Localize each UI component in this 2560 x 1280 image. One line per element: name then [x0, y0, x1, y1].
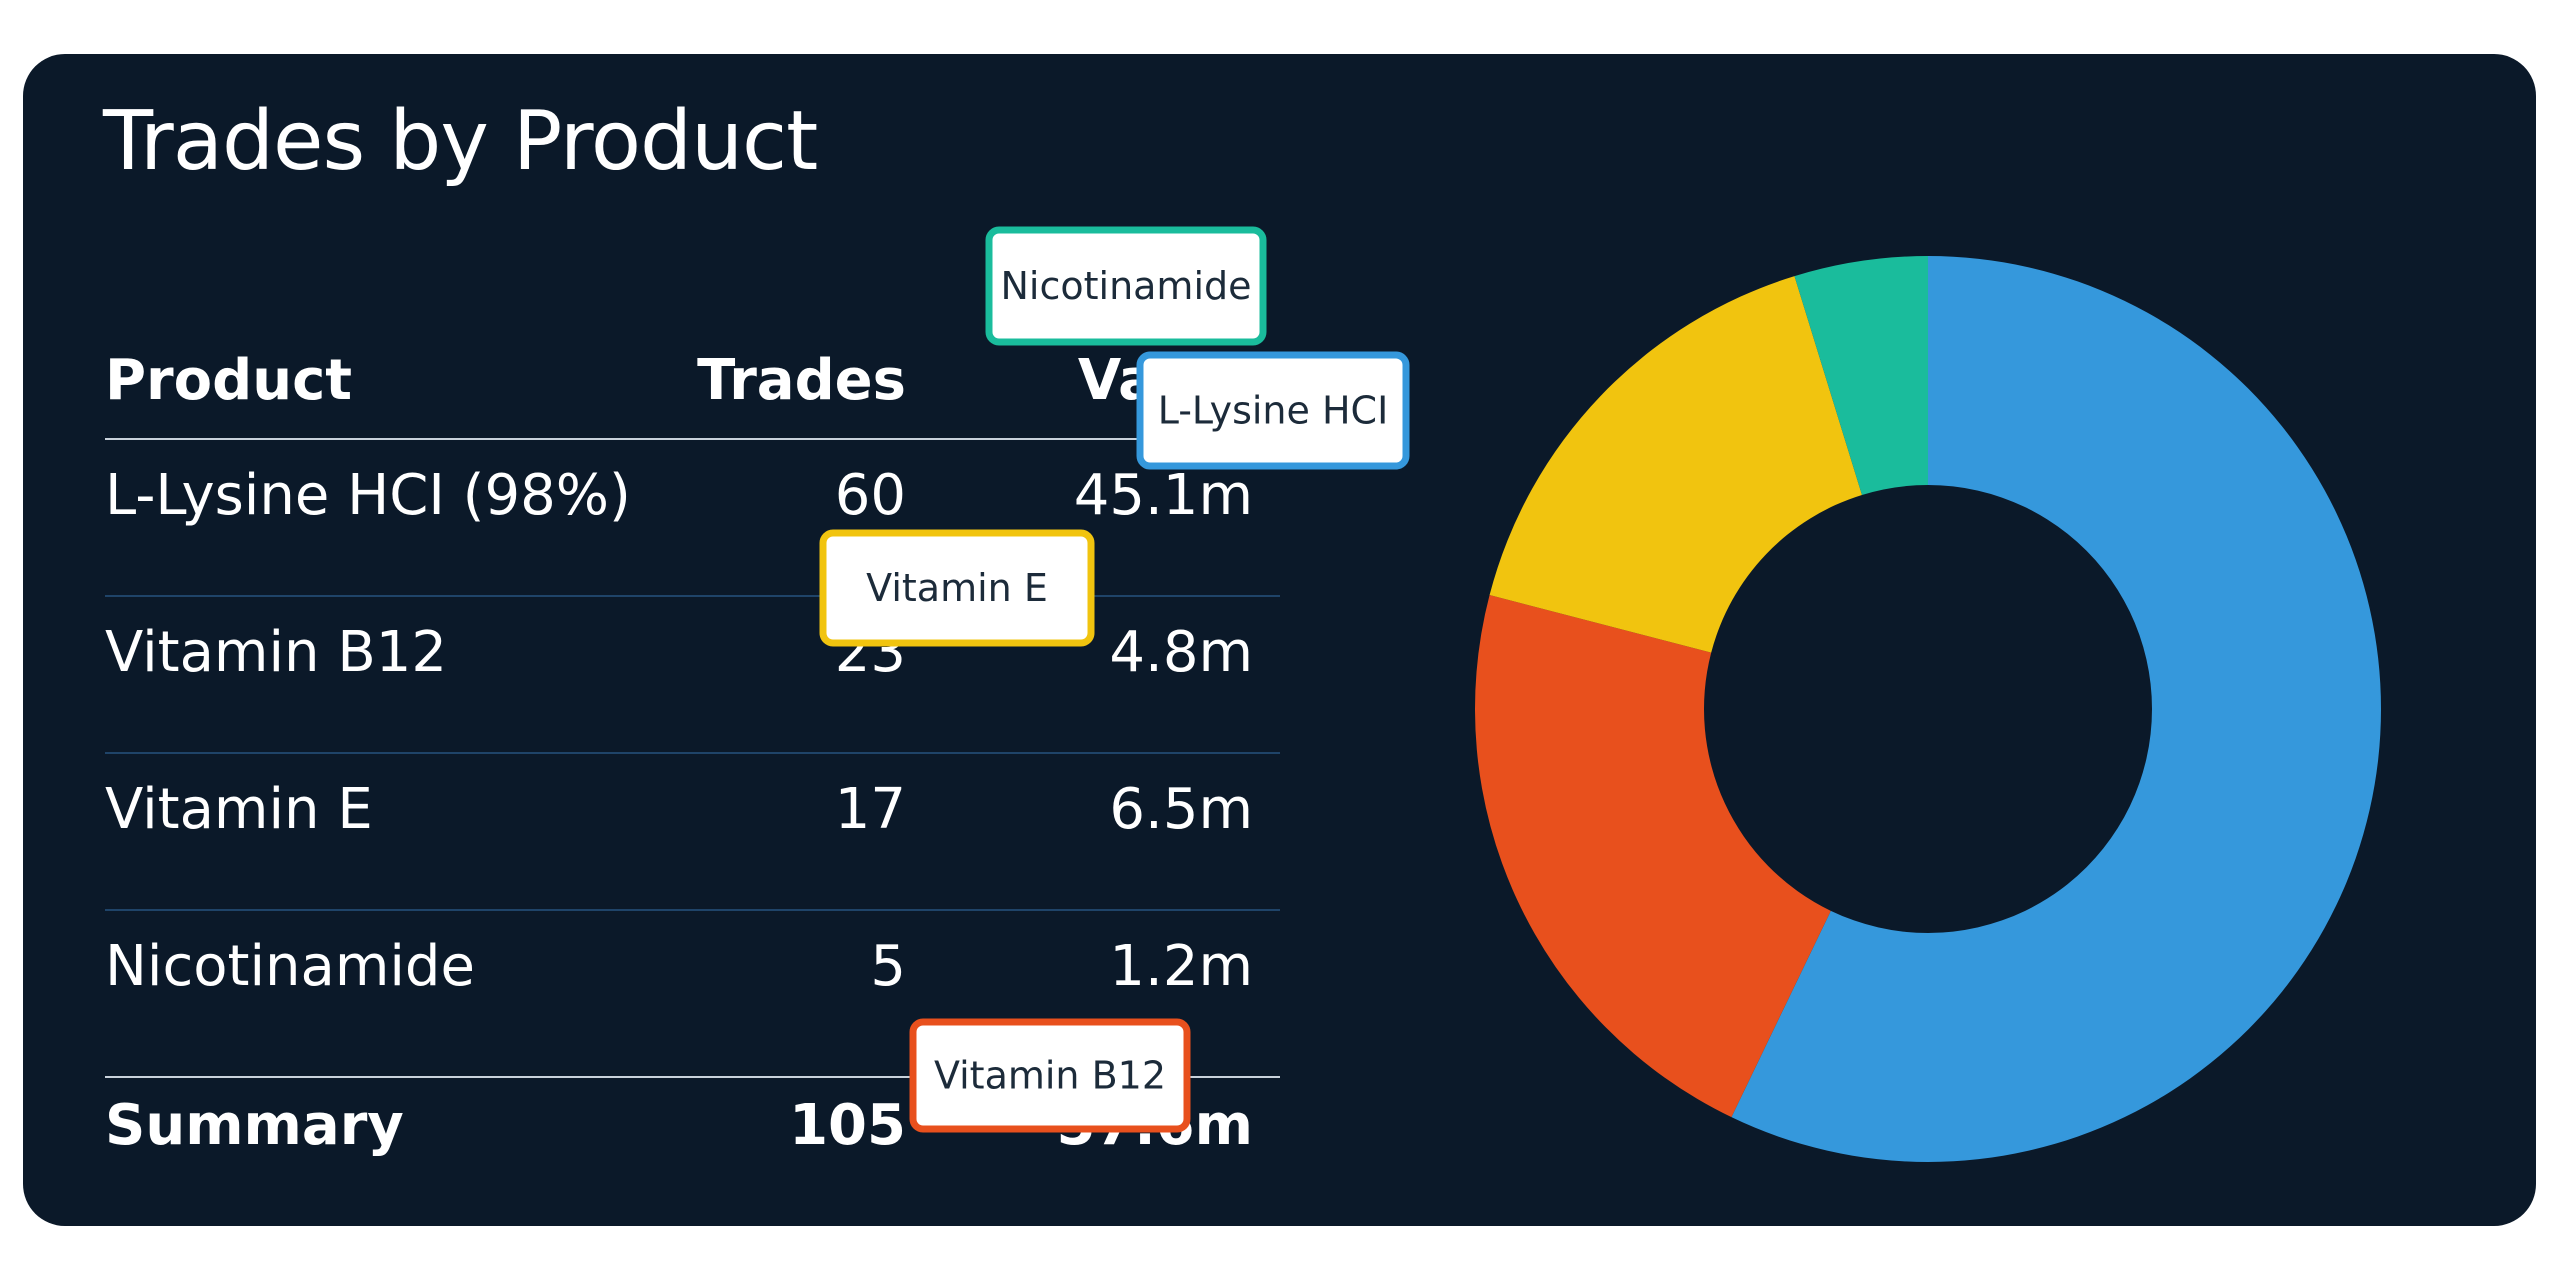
page-title: Trades by Product: [103, 94, 818, 189]
slice-label-box: [1136, 351, 1410, 470]
cell-product: Vitamin B12: [105, 620, 447, 685]
slice-label-text: Vitamin E: [866, 566, 1048, 610]
cell-trades: 5: [870, 934, 906, 999]
slice-label-text: Nicotinamide: [1000, 264, 1251, 308]
slice-label-box: [985, 226, 1267, 346]
cell-value: 6.5m: [1109, 777, 1253, 842]
donut-labels: L-Lysine HCI Vitamin B12 Vitamin E Nicotina…: [819, 226, 1410, 1133]
donut-slice-l-lysine-hci[interactable]: [1731, 256, 2382, 1162]
donut-slice-vitamin-e[interactable]: [1489, 276, 1862, 653]
table-row[interactable]: Nicotinamide 5 1.2m: [105, 911, 1280, 1078]
summary-label: Summary: [105, 1093, 404, 1158]
summary-trades: 105: [789, 1093, 906, 1158]
cell-product: Nicotinamide: [105, 934, 475, 999]
cell-trades: 60: [834, 463, 906, 528]
column-header-trades[interactable]: Trades: [697, 348, 906, 413]
table-row[interactable]: L-Lysine HCI (98%) 60 45.1m: [105, 440, 1280, 597]
cell-product: L-Lysine HCI (98%): [105, 463, 631, 528]
cell-trades: 17: [834, 777, 906, 842]
slice-label-l-lysine-hci: L-Lysine HCI: [1136, 351, 1410, 470]
slice-label-vitamin-b12: Vitamin B12: [909, 1018, 1191, 1133]
slice-label-nicotinamide: Nicotinamide: [985, 226, 1267, 346]
column-header-product[interactable]: Product: [105, 348, 353, 413]
trades-card: Trades by Product Product Trades Value L…: [23, 54, 2536, 1226]
donut-slice-vitamin-b12[interactable]: [1475, 595, 1831, 1118]
cell-value: 1.2m: [1109, 934, 1253, 999]
cell-value: 45.1m: [1073, 463, 1253, 528]
donut-slices: [1475, 256, 2382, 1162]
cell-product: Vitamin E: [105, 777, 373, 842]
table-row[interactable]: Vitamin B12 23 4.8m: [105, 597, 1280, 754]
slice-label-box: [909, 1018, 1191, 1133]
table-row[interactable]: Vitamin E 17 6.5m: [105, 754, 1280, 911]
slice-label-box: [819, 529, 1095, 647]
slice-label-vitamin-e: Vitamin E: [819, 529, 1095, 647]
cell-value: 4.8m: [1109, 620, 1253, 685]
slice-label-text: Vitamin B12: [934, 1054, 1166, 1098]
slice-label-text: L-Lysine HCI: [1158, 389, 1389, 433]
donut-slice-nicotinamide[interactable]: [1794, 256, 1928, 495]
donut-chart: L-Lysine HCI Vitamin B12 Vitamin E Nicotina…: [819, 226, 2382, 1162]
